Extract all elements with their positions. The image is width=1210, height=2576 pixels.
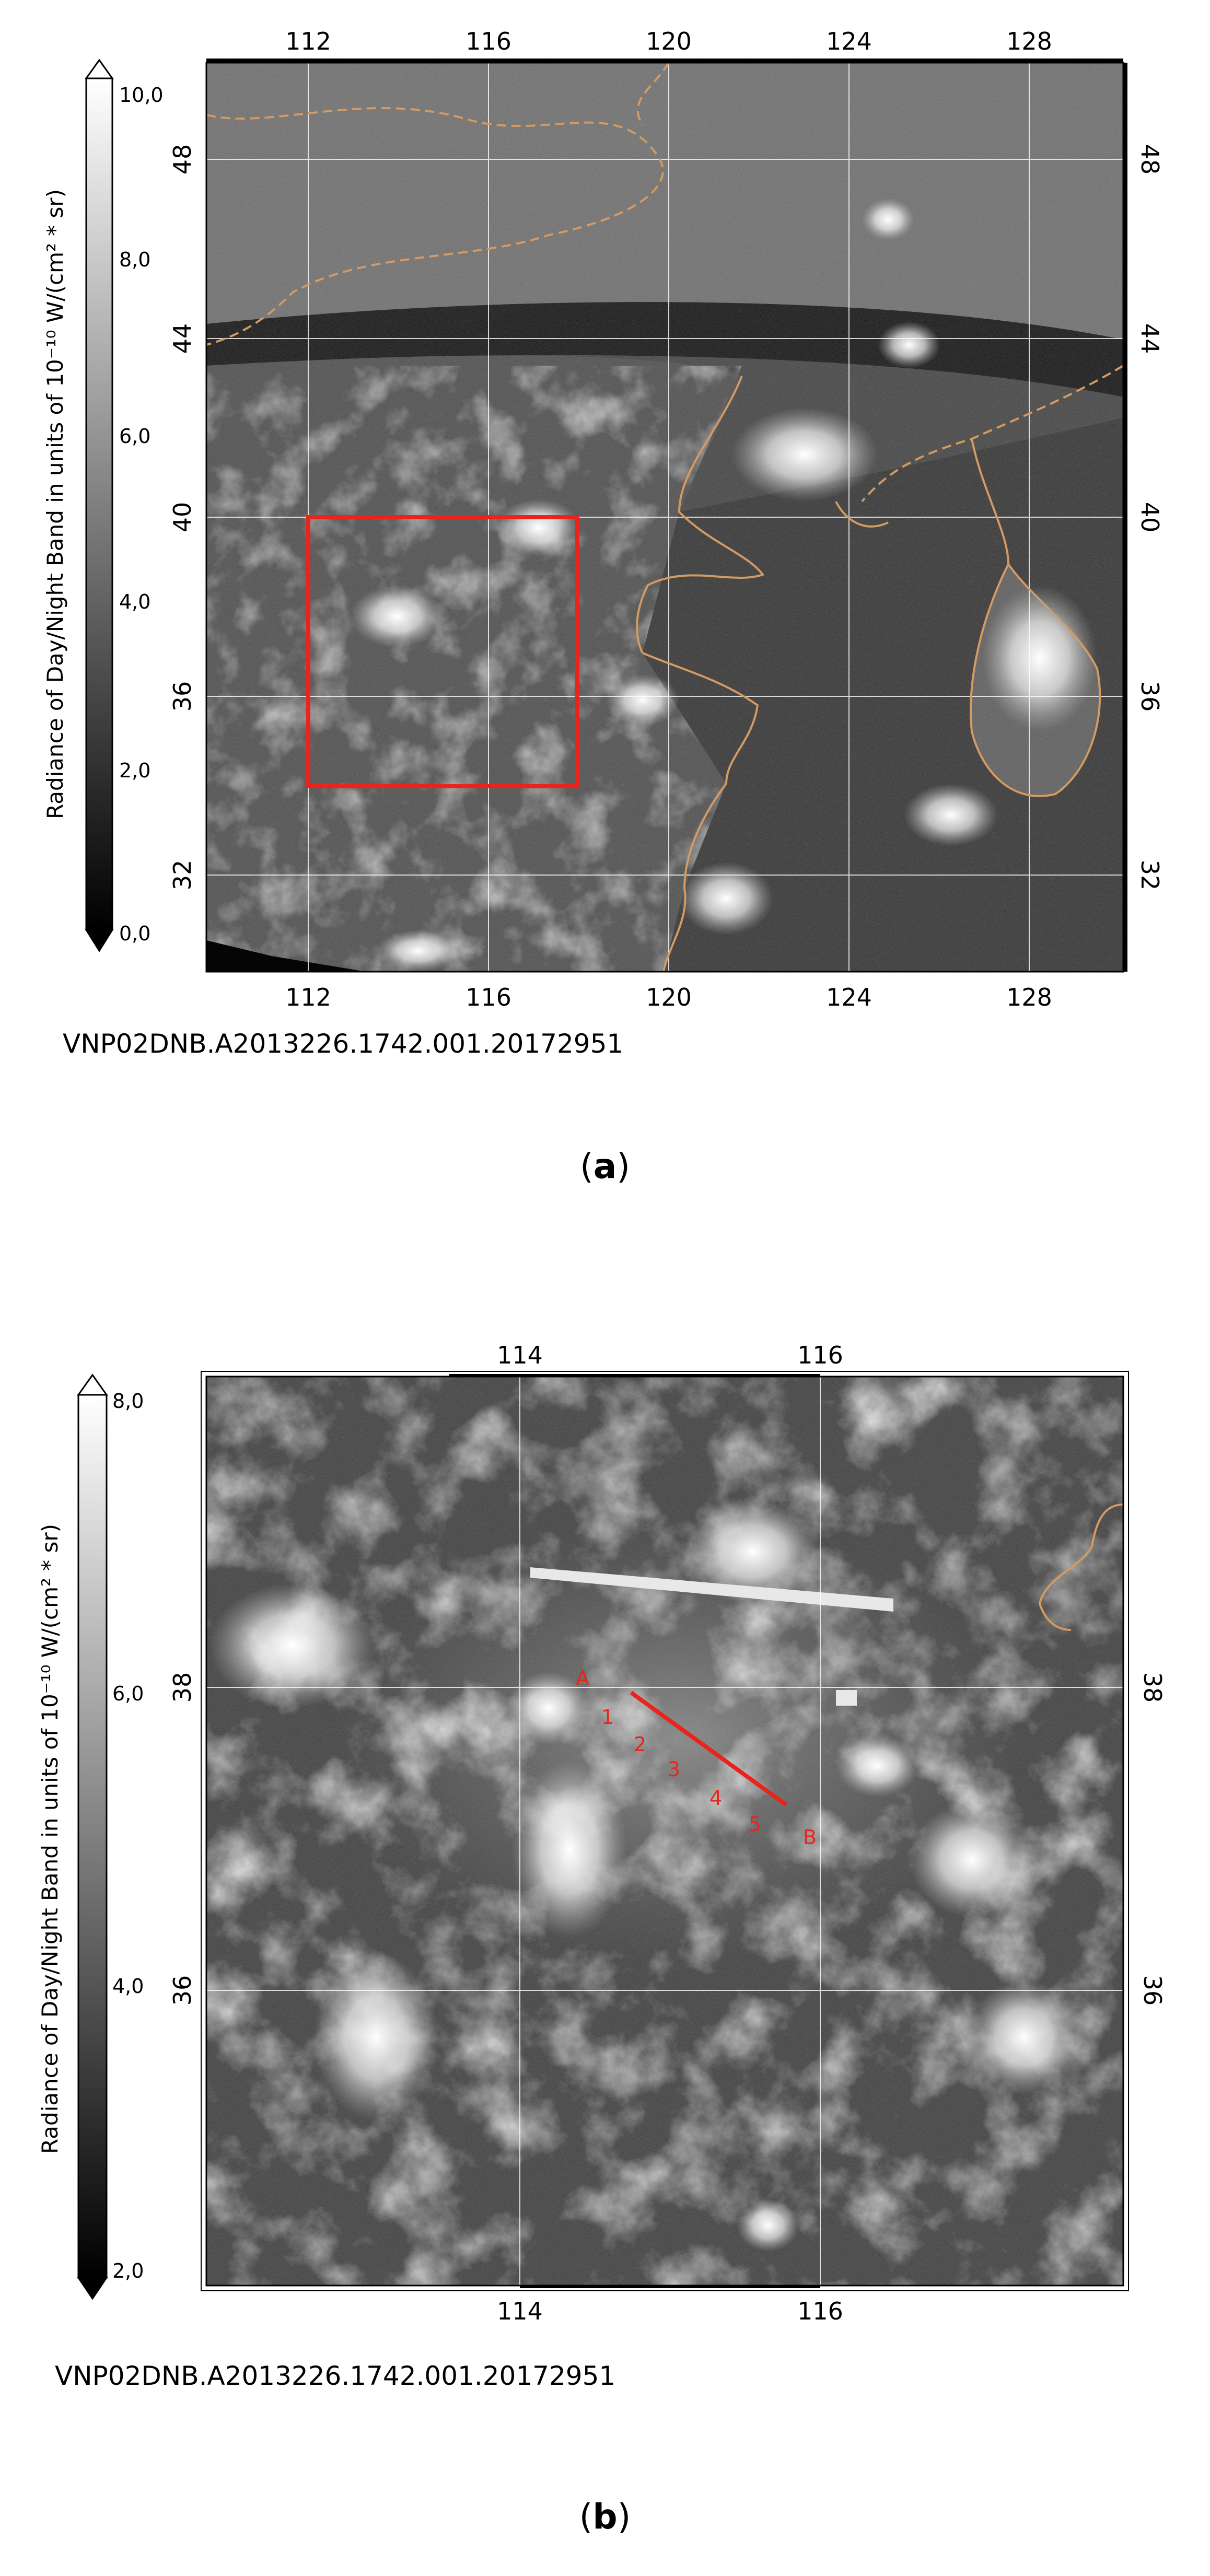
lat-tick: 36 xyxy=(168,681,196,712)
colorbar-tick: 2,0 xyxy=(119,759,150,782)
colorbar-title-a: Radiance of Day/Night Band in units of 1… xyxy=(42,189,68,819)
colorbar-tick: 4,0 xyxy=(112,1975,144,1998)
lon-tick: 128 xyxy=(1006,983,1052,1011)
lon-tick: 120 xyxy=(646,983,692,1011)
transect-point-label: 3 xyxy=(668,1758,680,1781)
lon-tick: 124 xyxy=(826,983,872,1011)
lat-tick: 44 xyxy=(1136,323,1164,354)
transect-point-label: 5 xyxy=(749,1813,761,1836)
panel-b: A 1 2 3 4 5 B 114 116 114 116 38 xyxy=(37,1341,1167,2537)
lat-ticks-left-a: 48 44 40 36 32 xyxy=(168,144,196,891)
lat-tick: 48 xyxy=(168,144,196,175)
satellite-image-a xyxy=(206,63,1123,972)
colorbar-a: 10,0 8,0 6,0 4,0 2,0 0,0 Radiance of Day… xyxy=(42,59,164,952)
lon-tick: 114 xyxy=(497,2297,543,2325)
colorbar-ticks-b: 8,0 6,0 4,0 2,0 xyxy=(112,1390,144,2282)
caption-letter-a: a xyxy=(594,1146,617,1186)
map-frame-outer-b xyxy=(201,1371,1129,2291)
lon-tick: 114 xyxy=(497,1341,543,1369)
colorbar-b: 8,0 6,0 4,0 2,0 Radiance of Day/Night Ba… xyxy=(37,1373,144,2300)
transect-end-label: B xyxy=(803,1826,817,1849)
transect-point-label: 4 xyxy=(709,1787,722,1810)
satellite-image-b: A 1 2 3 4 5 B xyxy=(206,1377,1123,2286)
lon-tick: 112 xyxy=(285,27,331,55)
lat-tick: 32 xyxy=(168,860,196,891)
granule-id-b: VNP02DNB.A2013226.1742.001.20172951 xyxy=(55,2361,615,2391)
caption-letter-b: b xyxy=(592,2497,617,2537)
lon-tick: 120 xyxy=(646,27,692,55)
lat-tick: 44 xyxy=(168,323,196,354)
lon-ticks-top-a: 112 116 120 124 128 xyxy=(285,27,1052,55)
colorbar-tick: 6,0 xyxy=(119,425,150,448)
colorbar-tick: 6,0 xyxy=(112,1682,144,1705)
lat-tick: 40 xyxy=(168,502,196,533)
lat-ticks-left-b: 38 36 xyxy=(168,1672,196,2006)
lat-tick: 48 xyxy=(1136,144,1164,175)
colorbar-tick: 2,0 xyxy=(112,2259,144,2282)
lon-tick: 112 xyxy=(285,983,331,1011)
colorbar-tick: 0,0 xyxy=(119,922,150,945)
transect-point-label: 1 xyxy=(601,1706,614,1729)
graticule-b xyxy=(206,1377,1123,2286)
granule-id-a: VNP02DNB.A2013226.1742.001.20172951 xyxy=(63,1029,623,1059)
lat-tick: 32 xyxy=(1136,860,1164,891)
colorbar-tick: 8,0 xyxy=(112,1390,144,1413)
colorbar-tick: 10,0 xyxy=(119,84,164,107)
caption-b: (b) xyxy=(579,2497,631,2537)
lat-ticks-right-a: 48 44 40 36 32 xyxy=(1136,144,1164,891)
colorbar-tick: 4,0 xyxy=(119,590,150,613)
country-borders-a xyxy=(206,63,1123,972)
lat-tick: 36 xyxy=(168,1975,196,2006)
panel-a: 112 116 120 124 128 112 116 120 124 128 … xyxy=(42,27,1164,1186)
lon-ticks-bottom-b: 114 116 xyxy=(497,2297,843,2325)
lon-tick: 128 xyxy=(1006,27,1052,55)
transect-start-label: A xyxy=(576,1666,589,1689)
lon-tick: 116 xyxy=(797,1341,843,1369)
caption-a: (a) xyxy=(580,1146,630,1186)
lon-tick: 116 xyxy=(466,27,511,55)
lat-ticks-right-b: 38 36 xyxy=(1138,1672,1167,2006)
transect-point-label: 2 xyxy=(634,1733,646,1756)
lon-tick: 116 xyxy=(466,983,511,1011)
lat-tick: 36 xyxy=(1138,1975,1167,2006)
lon-tick: 116 xyxy=(797,2297,843,2325)
inset-box xyxy=(306,515,579,788)
country-border-b xyxy=(1038,1503,1123,1631)
colorbar-ticks-a: 10,0 8,0 6,0 4,0 2,0 0,0 xyxy=(119,84,164,945)
colorbar-title-b: Radiance of Day/Night Band in units of 1… xyxy=(37,1524,63,2154)
transect: A 1 2 3 4 5 B xyxy=(576,1666,817,1849)
lat-tick: 40 xyxy=(1136,502,1164,533)
lat-tick: 36 xyxy=(1136,681,1164,712)
lon-ticks-top-b: 114 116 xyxy=(497,1341,843,1369)
lon-ticks-bottom-a: 112 116 120 124 128 xyxy=(285,983,1052,1011)
transect-line xyxy=(630,1691,788,1807)
lat-tick: 38 xyxy=(168,1672,196,1703)
lon-tick: 124 xyxy=(826,27,872,55)
colorbar-tick: 8,0 xyxy=(119,248,150,271)
lat-tick: 38 xyxy=(1138,1672,1167,1703)
